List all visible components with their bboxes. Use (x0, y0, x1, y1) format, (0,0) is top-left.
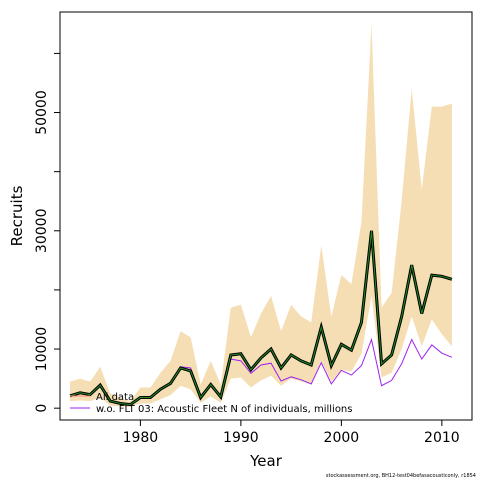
y-tick-label: 30000 (34, 209, 50, 254)
confidence-band (70, 23, 452, 407)
x-tick-label: 2000 (324, 430, 360, 446)
legend: All data w.o. FLT 03: Acoustic Fleet N o… (70, 392, 352, 415)
x-tick-label: 2010 (424, 430, 460, 446)
y-tick-label: 10000 (34, 327, 50, 372)
x-tick-label: 1990 (223, 430, 259, 446)
y-axis: 0 10000 30000 50000 (34, 52, 60, 413)
x-tick-label: 1980 (123, 430, 159, 446)
series-lines (69, 230, 453, 407)
y-tick-label: 50000 (34, 90, 50, 135)
x-axis-title: Year (249, 452, 283, 470)
plot-frame (59, 11, 473, 421)
series-line-all-data (69, 230, 453, 406)
x-axis: 1980 1990 2000 2010 (123, 420, 460, 446)
footnote: stockassessment.org, BH12-test04befasaco… (326, 473, 476, 479)
y-tick-label: 0 (34, 404, 50, 413)
y-axis-title: Recruits (8, 185, 26, 246)
legend-label-all-data: All data (96, 392, 134, 403)
legend-label-wo-flt03: w.o. FLT 03: Acoustic Fleet N of individ… (96, 404, 352, 415)
